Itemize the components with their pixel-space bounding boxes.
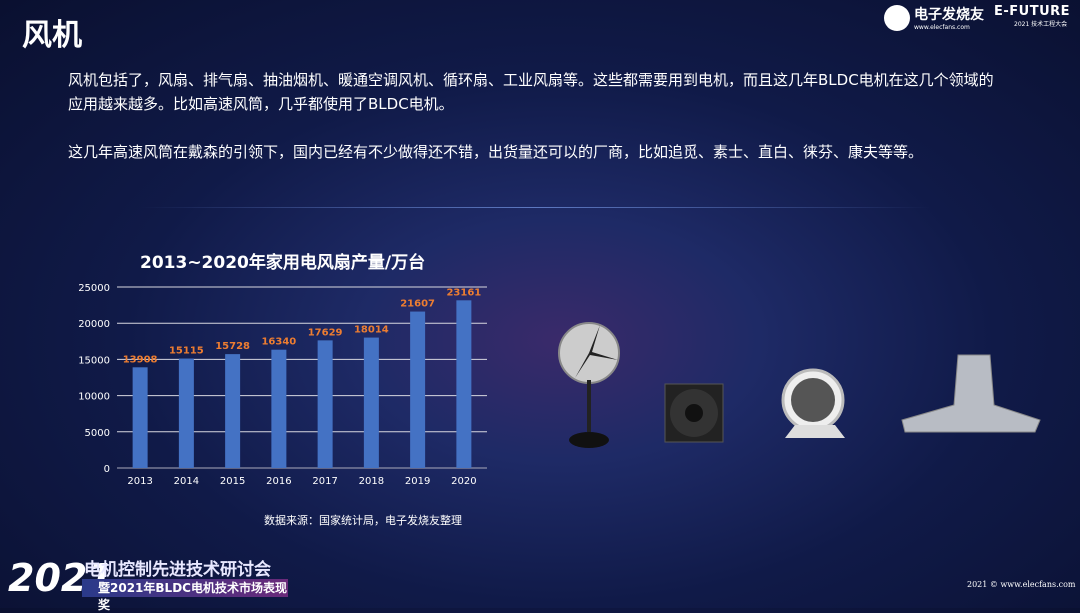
paragraph-1: 风机包括了，风扇、排气扇、抽油烟机、暖通空调风机、循环扇、工业风扇等。这些都需要… [68, 71, 994, 113]
bar [178, 358, 194, 468]
divider [140, 207, 930, 208]
data-label: 15115 [169, 346, 204, 357]
footer-event: 电机控制先进技术研讨会 [84, 560, 271, 580]
page-title: 风机 [22, 18, 82, 53]
x-tick-label: 2016 [266, 476, 291, 487]
data-label: 15728 [215, 341, 250, 352]
bar [317, 340, 333, 468]
copyright: 2021 © www.elecfans.com [967, 580, 1076, 589]
data-label: 23161 [446, 287, 481, 298]
y-tick-label: 0 [104, 464, 110, 475]
efuture-name: E-FUTURE [994, 4, 1071, 19]
efuture-logo: E-FUTURE 2021 技术工程大会 [994, 4, 1070, 28]
efuture-sub: 2021 技术工程大会 [1014, 21, 1068, 28]
y-tick-label: 15000 [78, 355, 110, 366]
data-label: 16340 [261, 337, 296, 348]
footer-subtitle: 暨2021年BLDC电机技术市场表现奖 [82, 579, 288, 612]
y-tick-label: 5000 [85, 428, 110, 439]
standing-fan-image [558, 322, 620, 448]
data-source: 数据来源：国家统计局，电子发烧友整理 [264, 514, 462, 527]
x-tick-label: 2020 [451, 476, 476, 487]
paragraph-2: 这几年高速风筒在戴森的引领下，国内已经有不少做得还不错，出货量还可以的厂商，比如… [68, 143, 924, 161]
elecfans-logo: 电子发烧友 www.elecfans.com [884, 4, 984, 31]
y-tick-label: 10000 [78, 392, 110, 403]
elecfans-name: 电子发烧友 [914, 7, 984, 23]
bar [132, 367, 148, 468]
bar [225, 354, 241, 468]
bar [456, 300, 472, 468]
x-tick-label: 2014 [174, 476, 199, 487]
x-tick-label: 2017 [312, 476, 337, 487]
y-tick-label: 20000 [78, 319, 110, 330]
data-label: 18014 [354, 325, 389, 336]
x-tick-label: 2018 [359, 476, 384, 487]
x-tick-label: 2015 [220, 476, 245, 487]
elecfans-url: www.elecfans.com [914, 24, 970, 31]
y-tick-label: 25000 [78, 283, 110, 294]
data-label: 13908 [123, 354, 158, 365]
bar [363, 337, 379, 468]
range-hood-image [901, 354, 1041, 433]
elecfans-logo-icon [884, 4, 910, 31]
axial-cooling-fan-image [664, 383, 724, 443]
x-tick-label: 2019 [405, 476, 430, 487]
bar [271, 349, 287, 468]
bar [410, 311, 426, 468]
data-label: 17629 [308, 327, 343, 338]
circulator-fan-image [781, 368, 845, 438]
x-tick-label: 2013 [127, 476, 152, 487]
chart-title: 2013~2020年家用电风扇产量/万台 [140, 253, 426, 273]
data-label: 21607 [400, 299, 435, 310]
